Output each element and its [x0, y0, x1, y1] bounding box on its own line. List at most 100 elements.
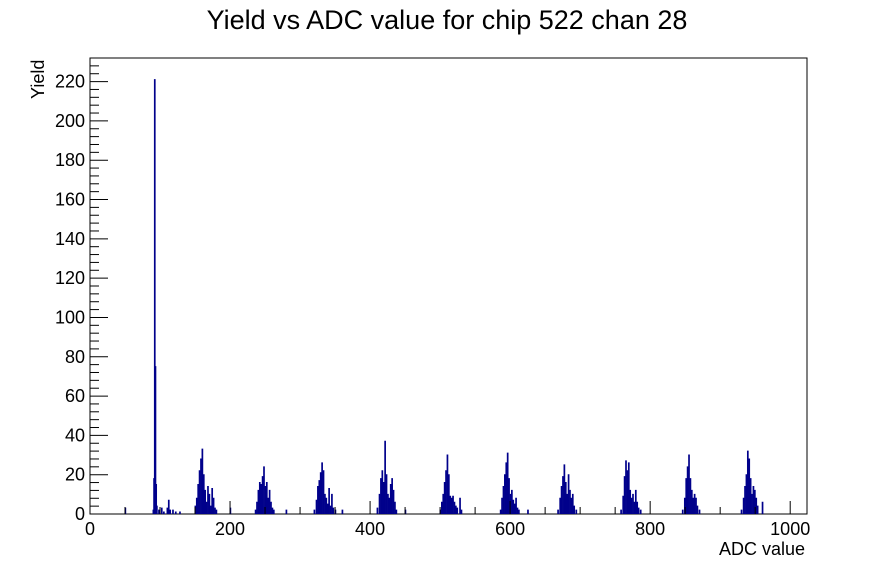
histogram-bin [502, 485, 505, 514]
histogram-bin [634, 489, 637, 514]
histogram-bin [752, 485, 755, 514]
histogram-bin [267, 497, 270, 514]
histogram-bin [261, 476, 264, 514]
histogram-bin [749, 478, 752, 514]
histogram-bin [265, 482, 268, 514]
histogram-bin [575, 509, 578, 514]
histogram-bin [272, 509, 275, 514]
histogram-bin [693, 493, 696, 514]
histogram-bin [326, 503, 329, 514]
histogram-bin [328, 487, 330, 514]
histogram-bin [197, 484, 200, 514]
histogram-bin [569, 489, 571, 514]
axis-ticks: 0 200 400 600 800 1000 0 20 40 60 80 100 120 140 160 18… [55, 65, 810, 539]
histogram-bin [452, 495, 454, 514]
y-tick-label: 20 [65, 465, 85, 485]
histogram-bin [166, 507, 169, 514]
histogram-bin [270, 501, 272, 514]
histogram-bin [625, 460, 627, 514]
histogram-bin [499, 509, 502, 514]
histogram-bin [449, 495, 452, 514]
histogram-bin [746, 450, 749, 514]
histogram-bin [559, 497, 562, 514]
histogram-bin [460, 509, 463, 514]
histogram-bin [257, 489, 260, 514]
histogram-bin [755, 497, 758, 514]
histogram-bin [742, 497, 745, 514]
histogram-bin [511, 489, 513, 514]
histogram-bin [201, 448, 204, 514]
histogram-bin [163, 511, 165, 514]
histogram-bin [321, 462, 323, 514]
histogram-bin [378, 493, 381, 514]
y-tick-label: 200 [55, 111, 85, 131]
histogram-bin [748, 458, 751, 514]
histogram-bin [573, 505, 576, 514]
histogram-bin [285, 509, 288, 514]
histogram-bin [268, 489, 271, 514]
y-axis-label: Yield [28, 60, 48, 99]
y-tick-label: 180 [55, 150, 85, 170]
histogram-bin [504, 474, 506, 514]
histogram-bin [376, 507, 379, 514]
histogram-bin [636, 501, 639, 514]
histogram-bin [208, 493, 211, 514]
histogram-bin [202, 474, 205, 514]
histogram-bin [256, 501, 258, 514]
histogram-bin [382, 482, 385, 514]
histogram-bin [155, 484, 158, 514]
histogram-bin [214, 507, 216, 514]
histogram-bin [685, 478, 688, 514]
y-tick-label: 160 [55, 190, 85, 210]
histogram-bin [211, 487, 214, 514]
histogram-bin [560, 485, 563, 514]
histogram-bin [331, 493, 333, 514]
histogram-bin [443, 482, 446, 514]
y-tick-label: 40 [65, 425, 85, 445]
histogram-bin [459, 497, 461, 514]
histogram-bin [698, 509, 701, 514]
histogram-bin [387, 493, 389, 514]
histogram-bin [263, 466, 265, 514]
y-tick-label: 220 [55, 72, 85, 92]
histogram-bin [154, 366, 157, 514]
histogram-bin [567, 474, 570, 514]
histogram-bin [169, 509, 172, 514]
histogram-bin [696, 505, 699, 514]
histogram-bin [153, 79, 156, 514]
histogram-bin [381, 470, 384, 514]
histogram-bin [322, 470, 325, 514]
plot-area [89, 57, 808, 515]
histogram-bin [200, 458, 202, 514]
histogram-bin [450, 497, 453, 514]
histogram-bin [505, 462, 508, 514]
histogram-bin [456, 507, 459, 514]
x-tick-label: 800 [635, 519, 665, 539]
histogram-bin [260, 484, 263, 514]
histogram-bin [637, 507, 640, 514]
histogram-bin [751, 493, 753, 514]
histogram-bin [448, 474, 450, 514]
histogram-bin [512, 499, 515, 514]
histogram-bin [686, 466, 689, 514]
histogram-bin [160, 507, 163, 514]
histogram-bin [501, 497, 503, 514]
histogram-bin [564, 482, 567, 514]
histogram-bin [626, 470, 629, 514]
histogram-bin [506, 452, 509, 514]
histogram-bin [557, 509, 559, 514]
histogram-bin [688, 454, 690, 514]
histogram-bin [205, 501, 208, 514]
histogram-bin [639, 509, 642, 514]
histogram-bin [627, 462, 630, 514]
y-tick-label: 120 [55, 268, 85, 288]
y-tick-label: 0 [75, 504, 85, 524]
histogram-bin [681, 509, 684, 514]
histogram-bin [271, 507, 274, 514]
histogram-bin [389, 484, 392, 514]
histogram-bin [179, 511, 181, 514]
histogram-bin [620, 509, 622, 514]
histogram-bin [254, 509, 257, 514]
histogram-bin [571, 493, 574, 514]
